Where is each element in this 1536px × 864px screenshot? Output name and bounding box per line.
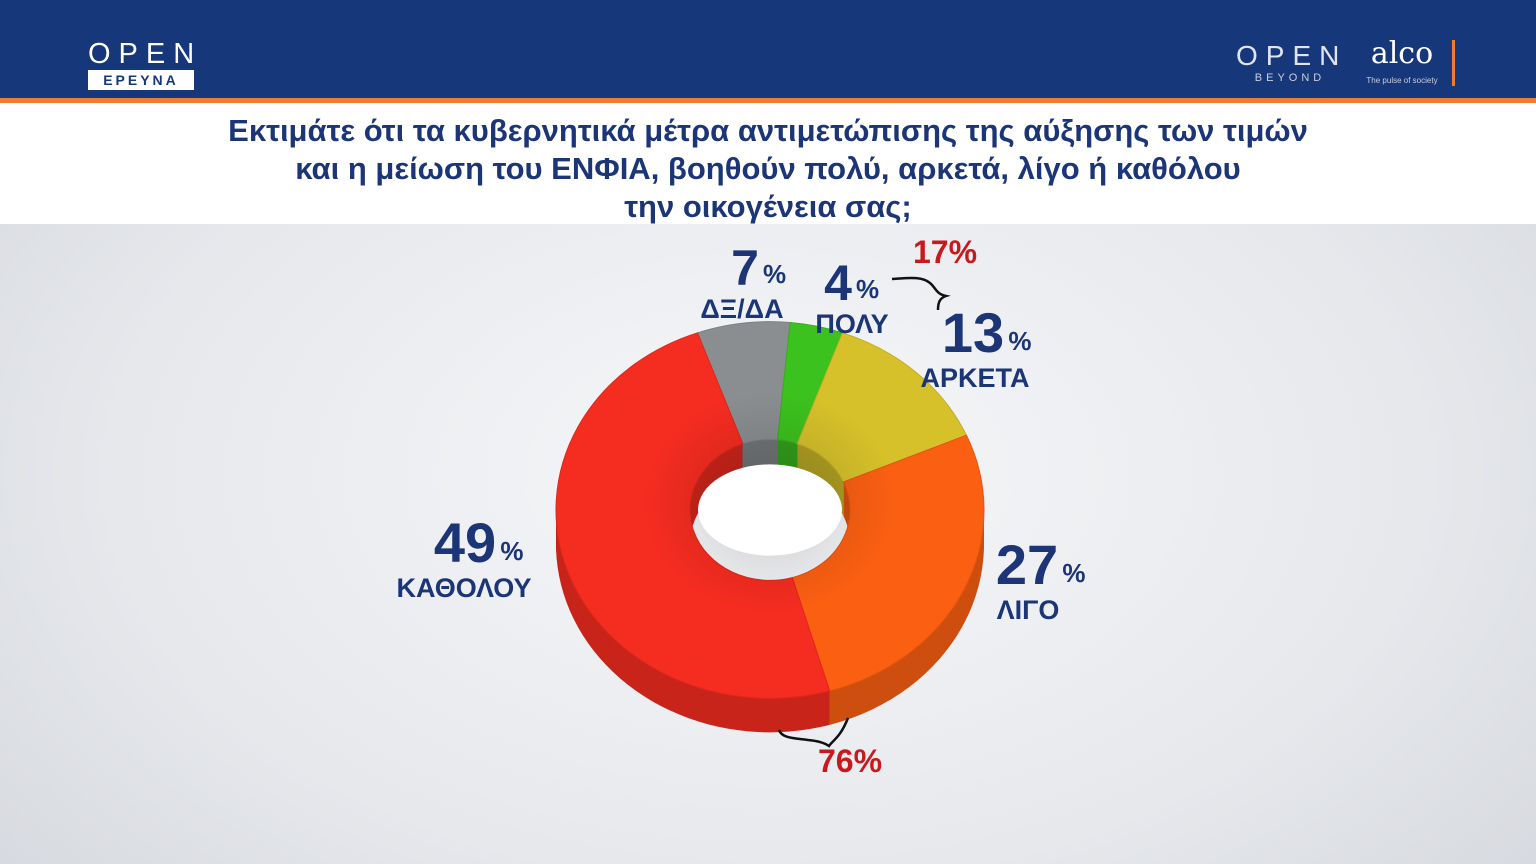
slice-unit-label: %	[500, 536, 523, 566]
slice-category-label: ΠΟΛΥ	[815, 309, 888, 339]
logo-divider	[1452, 40, 1455, 86]
slice-value-label: 7	[731, 240, 759, 296]
slice-category-label: ΚΑΘΟΛΟΥ	[396, 573, 531, 603]
question-title-line: Εκτιμάτε ότι τα κυβερνητικά μέτρα αντιμε…	[228, 113, 1308, 148]
slice-value-label: 13	[942, 301, 1004, 364]
alco-logo: alco The pulse of society	[1364, 36, 1440, 88]
donut-hole	[698, 464, 842, 556]
slice-category-label: ΔΞ/ΔΑ	[700, 294, 783, 324]
header-bar	[0, 0, 1536, 98]
group-bracket-top	[891, 276, 951, 311]
slice-unit-label: %	[1062, 558, 1085, 588]
slice-value-label: 4	[824, 255, 852, 311]
logo-word: alco	[1370, 36, 1434, 71]
open-beyond-logo: OPEN BEYOND	[1236, 42, 1344, 88]
slice-category-label: ΑΡΚΕΤΑ	[920, 363, 1029, 393]
group-bracket-bottom	[777, 717, 850, 748]
slice-unit-label: %	[763, 259, 786, 289]
logo-tagline: The pulse of society	[1366, 76, 1438, 85]
slice-value-label: 49	[434, 511, 496, 574]
open-erevna-logo: OPEN ΕΡΕΥΝΑ	[88, 40, 196, 90]
question-title-line: την οικογένεια σας;	[624, 189, 912, 224]
group-total-label: 76%	[818, 743, 882, 779]
question-title: Εκτιμάτε ότι τα κυβερνητικά μέτρα αντιμε…	[0, 112, 1536, 226]
slice-unit-label: %	[856, 274, 879, 304]
logo-sub: ΕΡΕΥΝΑ	[88, 70, 194, 90]
header-accent-line	[0, 98, 1536, 103]
slice-category-label: ΛΙΓΟ	[997, 595, 1060, 625]
slice-unit-label: %	[1008, 326, 1031, 356]
group-total-label: 17%	[913, 234, 977, 270]
question-title-line: και η μείωση του ΕΝΦΙΑ, βοηθούν πολύ, αρ…	[295, 151, 1241, 186]
logo-word: OPEN	[88, 38, 203, 70]
logo-word: OPEN	[1236, 40, 1348, 71]
logo-sub: BEYOND	[1254, 72, 1326, 84]
title-band	[0, 103, 1536, 224]
slice-value-label: 27	[996, 533, 1058, 596]
